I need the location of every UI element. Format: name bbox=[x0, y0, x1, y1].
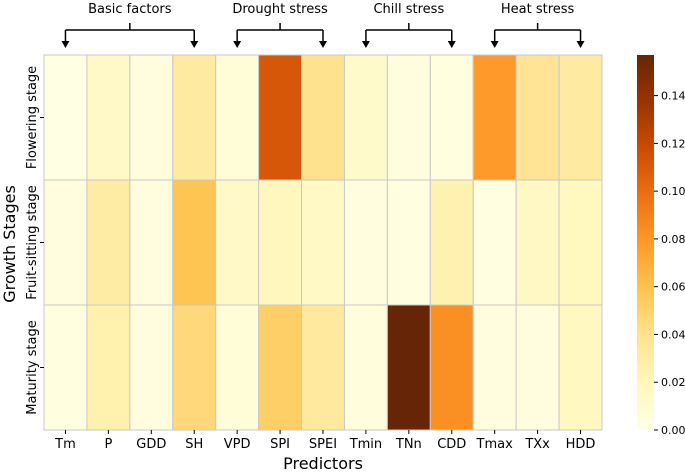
heatmap-cell-maturity-sh bbox=[172, 304, 217, 431]
y-tick-label-fruit-sitting: Fruit-sitting stage bbox=[25, 185, 40, 299]
colorbar-tick-label: 0.14 bbox=[661, 90, 685, 103]
y-axis-ticks: Flowering stage Fruit-sitting stage Maturi… bbox=[25, 66, 44, 415]
heatmap-cells bbox=[43, 54, 603, 431]
colorbar-tick-label: 0.00 bbox=[661, 424, 685, 437]
heatmap-cell-maturity-p bbox=[86, 304, 131, 431]
heatmap-cell-flowering-cdd bbox=[429, 54, 474, 181]
heatmap-cell-maturity-spi bbox=[258, 304, 303, 431]
y-tick-label-maturity: Maturity stage bbox=[25, 320, 40, 415]
group-bracket-chill: Chill stress bbox=[361, 2, 456, 48]
heatmap-cell-maturity-vpd bbox=[215, 304, 260, 431]
group-label: Chill stress bbox=[373, 2, 444, 17]
heatmap-cell-flowering-spi bbox=[258, 54, 303, 181]
y-tick-label-flowering: Flowering stage bbox=[25, 66, 40, 169]
heatmap-cell-maturity-tmin bbox=[343, 304, 388, 431]
heatmap-cell-maturity-gdd bbox=[129, 304, 174, 431]
x-tick-label-gdd: GDD bbox=[136, 437, 166, 452]
heatmap-cell-fruit-sitting-tm bbox=[43, 179, 88, 306]
group-label: Drought stress bbox=[232, 2, 328, 17]
heatmap-cell-maturity-tmax bbox=[472, 304, 517, 431]
heatmap-cell-fruit-sitting-tmin bbox=[343, 179, 388, 306]
y-axis-label: Growth Stages bbox=[0, 185, 19, 303]
x-tick-label-tm: Tm bbox=[54, 437, 76, 452]
heatmap-cell-maturity-hdd bbox=[558, 304, 603, 431]
heatmap-cell-flowering-spei bbox=[301, 54, 345, 181]
heatmap-cell-flowering-txx bbox=[515, 54, 560, 181]
x-axis-label: Predictors bbox=[283, 454, 363, 472]
heatmap-cell-flowering-tmin bbox=[343, 54, 388, 181]
heatmap-cell-fruit-sitting-spi bbox=[258, 179, 303, 306]
heatmap-cell-fruit-sitting-vpd bbox=[215, 179, 260, 306]
heatmap-cell-flowering-tmax bbox=[472, 54, 517, 181]
heatmap-cell-flowering-tnn bbox=[386, 54, 431, 181]
colorbar-tick-label: 0.06 bbox=[661, 281, 685, 294]
group-bracket-drought: Drought stress bbox=[232, 2, 328, 48]
heatmap-cell-fruit-sitting-tnn bbox=[386, 179, 431, 306]
heatmap-cell-fruit-sitting-hdd bbox=[558, 179, 603, 306]
x-tick-label-vpd: VPD bbox=[224, 437, 251, 452]
colorbar: 0.00 0.02 0.04 0.06 0.08 0.10 0.12 0.14 bbox=[637, 55, 685, 437]
x-tick-label-tmax: Tmax bbox=[476, 437, 514, 452]
heatmap-cell-maturity-tnn bbox=[386, 304, 431, 431]
x-tick-label-spei: SPEI bbox=[309, 437, 337, 452]
colorbar-tick-label: 0.02 bbox=[661, 376, 685, 389]
x-tick-label-p: P bbox=[104, 437, 112, 452]
group-label: Heat stress bbox=[501, 2, 575, 17]
predictor-groups: Basic factors Drought stress Chill stress H… bbox=[61, 2, 585, 48]
heatmap-cell-fruit-sitting-gdd bbox=[129, 179, 174, 306]
heatmap-cell-flowering-hdd bbox=[558, 54, 603, 181]
heatmap-cell-fruit-sitting-txx bbox=[515, 179, 560, 306]
x-tick-label-hdd: HDD bbox=[566, 437, 596, 452]
group-label: Basic factors bbox=[88, 2, 172, 17]
colorbar-tick-label: 0.04 bbox=[661, 328, 685, 341]
heatmap-cell-fruit-sitting-sh bbox=[172, 179, 217, 306]
x-tick-label-spi: SPI bbox=[270, 437, 290, 452]
colorbar-gradient bbox=[637, 55, 654, 430]
heatmap-cell-fruit-sitting-cdd bbox=[429, 179, 474, 306]
colorbar-tick-label: 0.10 bbox=[661, 185, 685, 198]
heatmap-cell-flowering-p bbox=[86, 54, 131, 181]
heatmap-cell-maturity-spei bbox=[301, 304, 345, 431]
x-tick-label-tmin: Tmin bbox=[349, 437, 382, 452]
group-bracket-basic: Basic factors bbox=[61, 2, 199, 48]
heatmap-cell-fruit-sitting-p bbox=[86, 179, 131, 306]
heatmap-cell-flowering-sh bbox=[172, 54, 217, 181]
x-tick-label-txx: TXx bbox=[524, 437, 550, 452]
heatmap-cell-flowering-gdd bbox=[129, 54, 174, 181]
heatmap-cell-maturity-cdd bbox=[429, 304, 474, 431]
x-tick-label-tnn: TNn bbox=[395, 437, 422, 452]
colorbar-tick-label: 0.08 bbox=[661, 233, 685, 246]
group-bracket-heat: Heat stress bbox=[490, 2, 585, 48]
heatmap-cell-maturity-tm bbox=[43, 304, 88, 431]
heatmap-cell-flowering-vpd bbox=[215, 54, 260, 181]
colorbar-tick-label: 0.12 bbox=[661, 137, 685, 150]
heatmap-cell-flowering-tm bbox=[43, 54, 88, 181]
heatmap-cell-maturity-txx bbox=[515, 304, 560, 431]
x-axis-ticks: Tm P GDD SH VPD SPI SPEI Tmin TNn CDD Tmax TXx HDD bbox=[54, 430, 595, 452]
x-tick-label-sh: SH bbox=[185, 437, 203, 452]
x-tick-label-cdd: CDD bbox=[437, 437, 466, 452]
heatmap-cell-fruit-sitting-spei bbox=[301, 179, 345, 306]
heatmap-cell-fruit-sitting-tmax bbox=[472, 179, 517, 306]
